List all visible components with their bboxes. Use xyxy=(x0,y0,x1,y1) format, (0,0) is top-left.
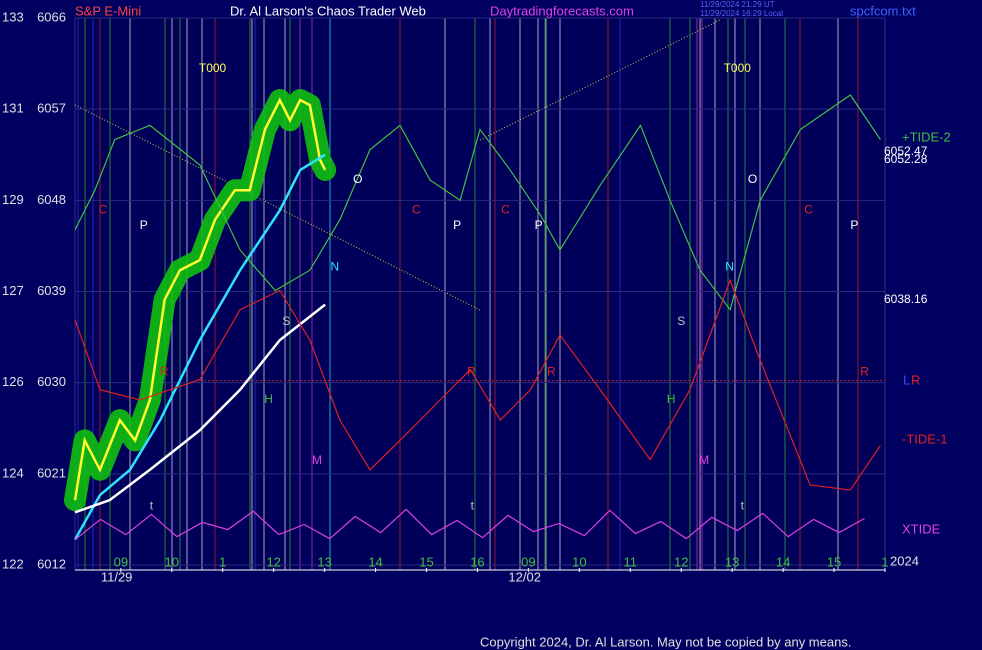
x-tick-label: 11 xyxy=(624,554,638,569)
annotation: S xyxy=(677,314,685,328)
lr-label: R xyxy=(911,372,920,387)
date-label: 11/29 xyxy=(101,569,133,584)
annotation: R xyxy=(860,365,869,379)
x-tick-label: 16 xyxy=(470,554,484,569)
series-label: +TIDE-2 xyxy=(902,129,951,144)
copyright: Copyright 2024, Dr. Al Larson. May not b… xyxy=(480,634,851,649)
last-value: 6052.28 xyxy=(884,152,928,166)
annotation: t xyxy=(150,498,154,512)
last-value: 6038.16 xyxy=(884,292,928,306)
y2-tick-label: 131 xyxy=(2,101,24,116)
trend-line xyxy=(74,104,481,311)
timestamp: 11/29/2024 16:29 Local xyxy=(700,9,783,18)
y2-tick-label: 126 xyxy=(2,374,24,389)
x-tick-label: 1 xyxy=(219,554,226,569)
x-tick-label: 14 xyxy=(776,554,790,569)
annotation: P xyxy=(453,218,461,232)
y-tick-label: 6039 xyxy=(37,283,66,298)
x-tick-label: 09 xyxy=(114,554,128,569)
x-tick-label: 15 xyxy=(419,554,433,569)
file-name: spcfcom.txt xyxy=(850,3,916,18)
y2-tick-label: 124 xyxy=(2,465,24,480)
annotation: H xyxy=(667,392,676,406)
series-line xyxy=(74,508,865,541)
annotation: R xyxy=(467,365,476,379)
annotation: C xyxy=(501,203,510,217)
plot-area xyxy=(74,17,886,571)
x-tick-label: 14 xyxy=(368,554,382,569)
y2-tick-label: 122 xyxy=(2,556,24,571)
year-label: 2024 xyxy=(890,553,919,568)
y-tick-label: 6057 xyxy=(37,101,66,116)
x-tick-label: 15 xyxy=(827,554,841,569)
annotation: R xyxy=(160,365,169,379)
annotation: T000 xyxy=(199,61,227,75)
x-tick-label: 1 xyxy=(881,554,888,569)
y-tick-label: 6048 xyxy=(37,192,66,207)
last-value: 6052.47 xyxy=(884,144,928,158)
x-tick-label: 12 xyxy=(266,554,280,569)
lr-label: L xyxy=(903,372,910,387)
annotation: R xyxy=(547,365,556,379)
site: Daytradingforecasts.com xyxy=(490,3,634,18)
y-tick-label: 6066 xyxy=(37,9,66,24)
series-line xyxy=(74,94,881,312)
y-tick-label: 6021 xyxy=(37,465,66,480)
annotation: C xyxy=(412,203,421,217)
x-tick-label: 10 xyxy=(572,554,586,569)
timestamp: 11/29/2024 21:29 UT xyxy=(700,0,775,9)
x-tick-label: 09 xyxy=(521,554,535,569)
series-line xyxy=(74,278,881,491)
y2-tick-label: 133 xyxy=(2,9,24,24)
annotation: P xyxy=(850,218,858,232)
y-tick-label: 6012 xyxy=(37,556,66,571)
x-tick-label: 12 xyxy=(674,554,688,569)
chart-title: Dr. Al Larson's Chaos Trader Web xyxy=(230,3,426,18)
series-line xyxy=(73,97,327,501)
annotation: t xyxy=(741,498,745,512)
date-label: 12/02 xyxy=(508,569,541,584)
y-tick-label: 6030 xyxy=(37,374,66,389)
y2-tick-label: 129 xyxy=(2,192,24,207)
annotation: N xyxy=(725,259,734,273)
x-tick-label: 10 xyxy=(165,554,179,569)
x-tick-label: 13 xyxy=(317,554,331,569)
annotation: M xyxy=(312,453,322,467)
annotation: T000 xyxy=(724,61,752,75)
x-tick-label: 13 xyxy=(725,554,739,569)
annotation: H xyxy=(264,392,273,406)
annotation: O xyxy=(748,172,757,186)
series-label: -TIDE-1 xyxy=(902,431,948,446)
annotation: P xyxy=(535,218,543,232)
annotation: N xyxy=(330,259,339,273)
annotation: t xyxy=(471,498,475,512)
annotation: P xyxy=(140,218,148,232)
annotation: C xyxy=(804,203,813,217)
annotation: S xyxy=(282,314,290,328)
series-line xyxy=(73,153,326,541)
series-line xyxy=(74,303,326,514)
annotation: O xyxy=(353,172,362,186)
instrument: S&P E-Mini xyxy=(75,3,141,18)
series-label: XTIDE xyxy=(902,521,941,536)
y2-tick-label: 127 xyxy=(2,283,24,298)
annotation: C xyxy=(99,203,108,217)
annotation: M xyxy=(699,453,709,467)
